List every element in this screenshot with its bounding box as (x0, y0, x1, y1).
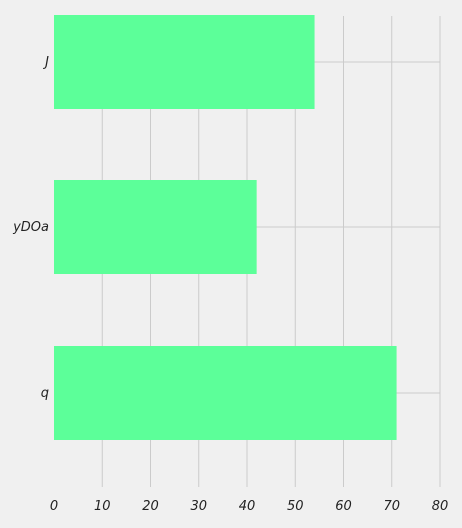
y-tick-label: yDOa (12, 220, 49, 235)
x-axis-tick-labels: 0 10 20 30 40 50 60 70 80 (50, 499, 448, 514)
x-tick-label: 50 (287, 499, 304, 514)
bar (54, 180, 257, 274)
y-tick-label: J (42, 55, 49, 70)
bar (54, 346, 397, 440)
x-tick-label: 30 (190, 499, 207, 514)
x-tick-label: 20 (142, 499, 159, 514)
x-tick-label: 80 (432, 499, 449, 514)
x-tick-label: 0 (50, 499, 58, 514)
x-tick-label: 10 (94, 499, 111, 514)
y-tick-label: q (41, 386, 49, 401)
x-tick-label: 70 (383, 499, 400, 514)
x-tick-label: 60 (335, 499, 352, 514)
bars (54, 15, 397, 440)
bar (54, 15, 315, 109)
x-tick-label: 40 (239, 499, 256, 514)
